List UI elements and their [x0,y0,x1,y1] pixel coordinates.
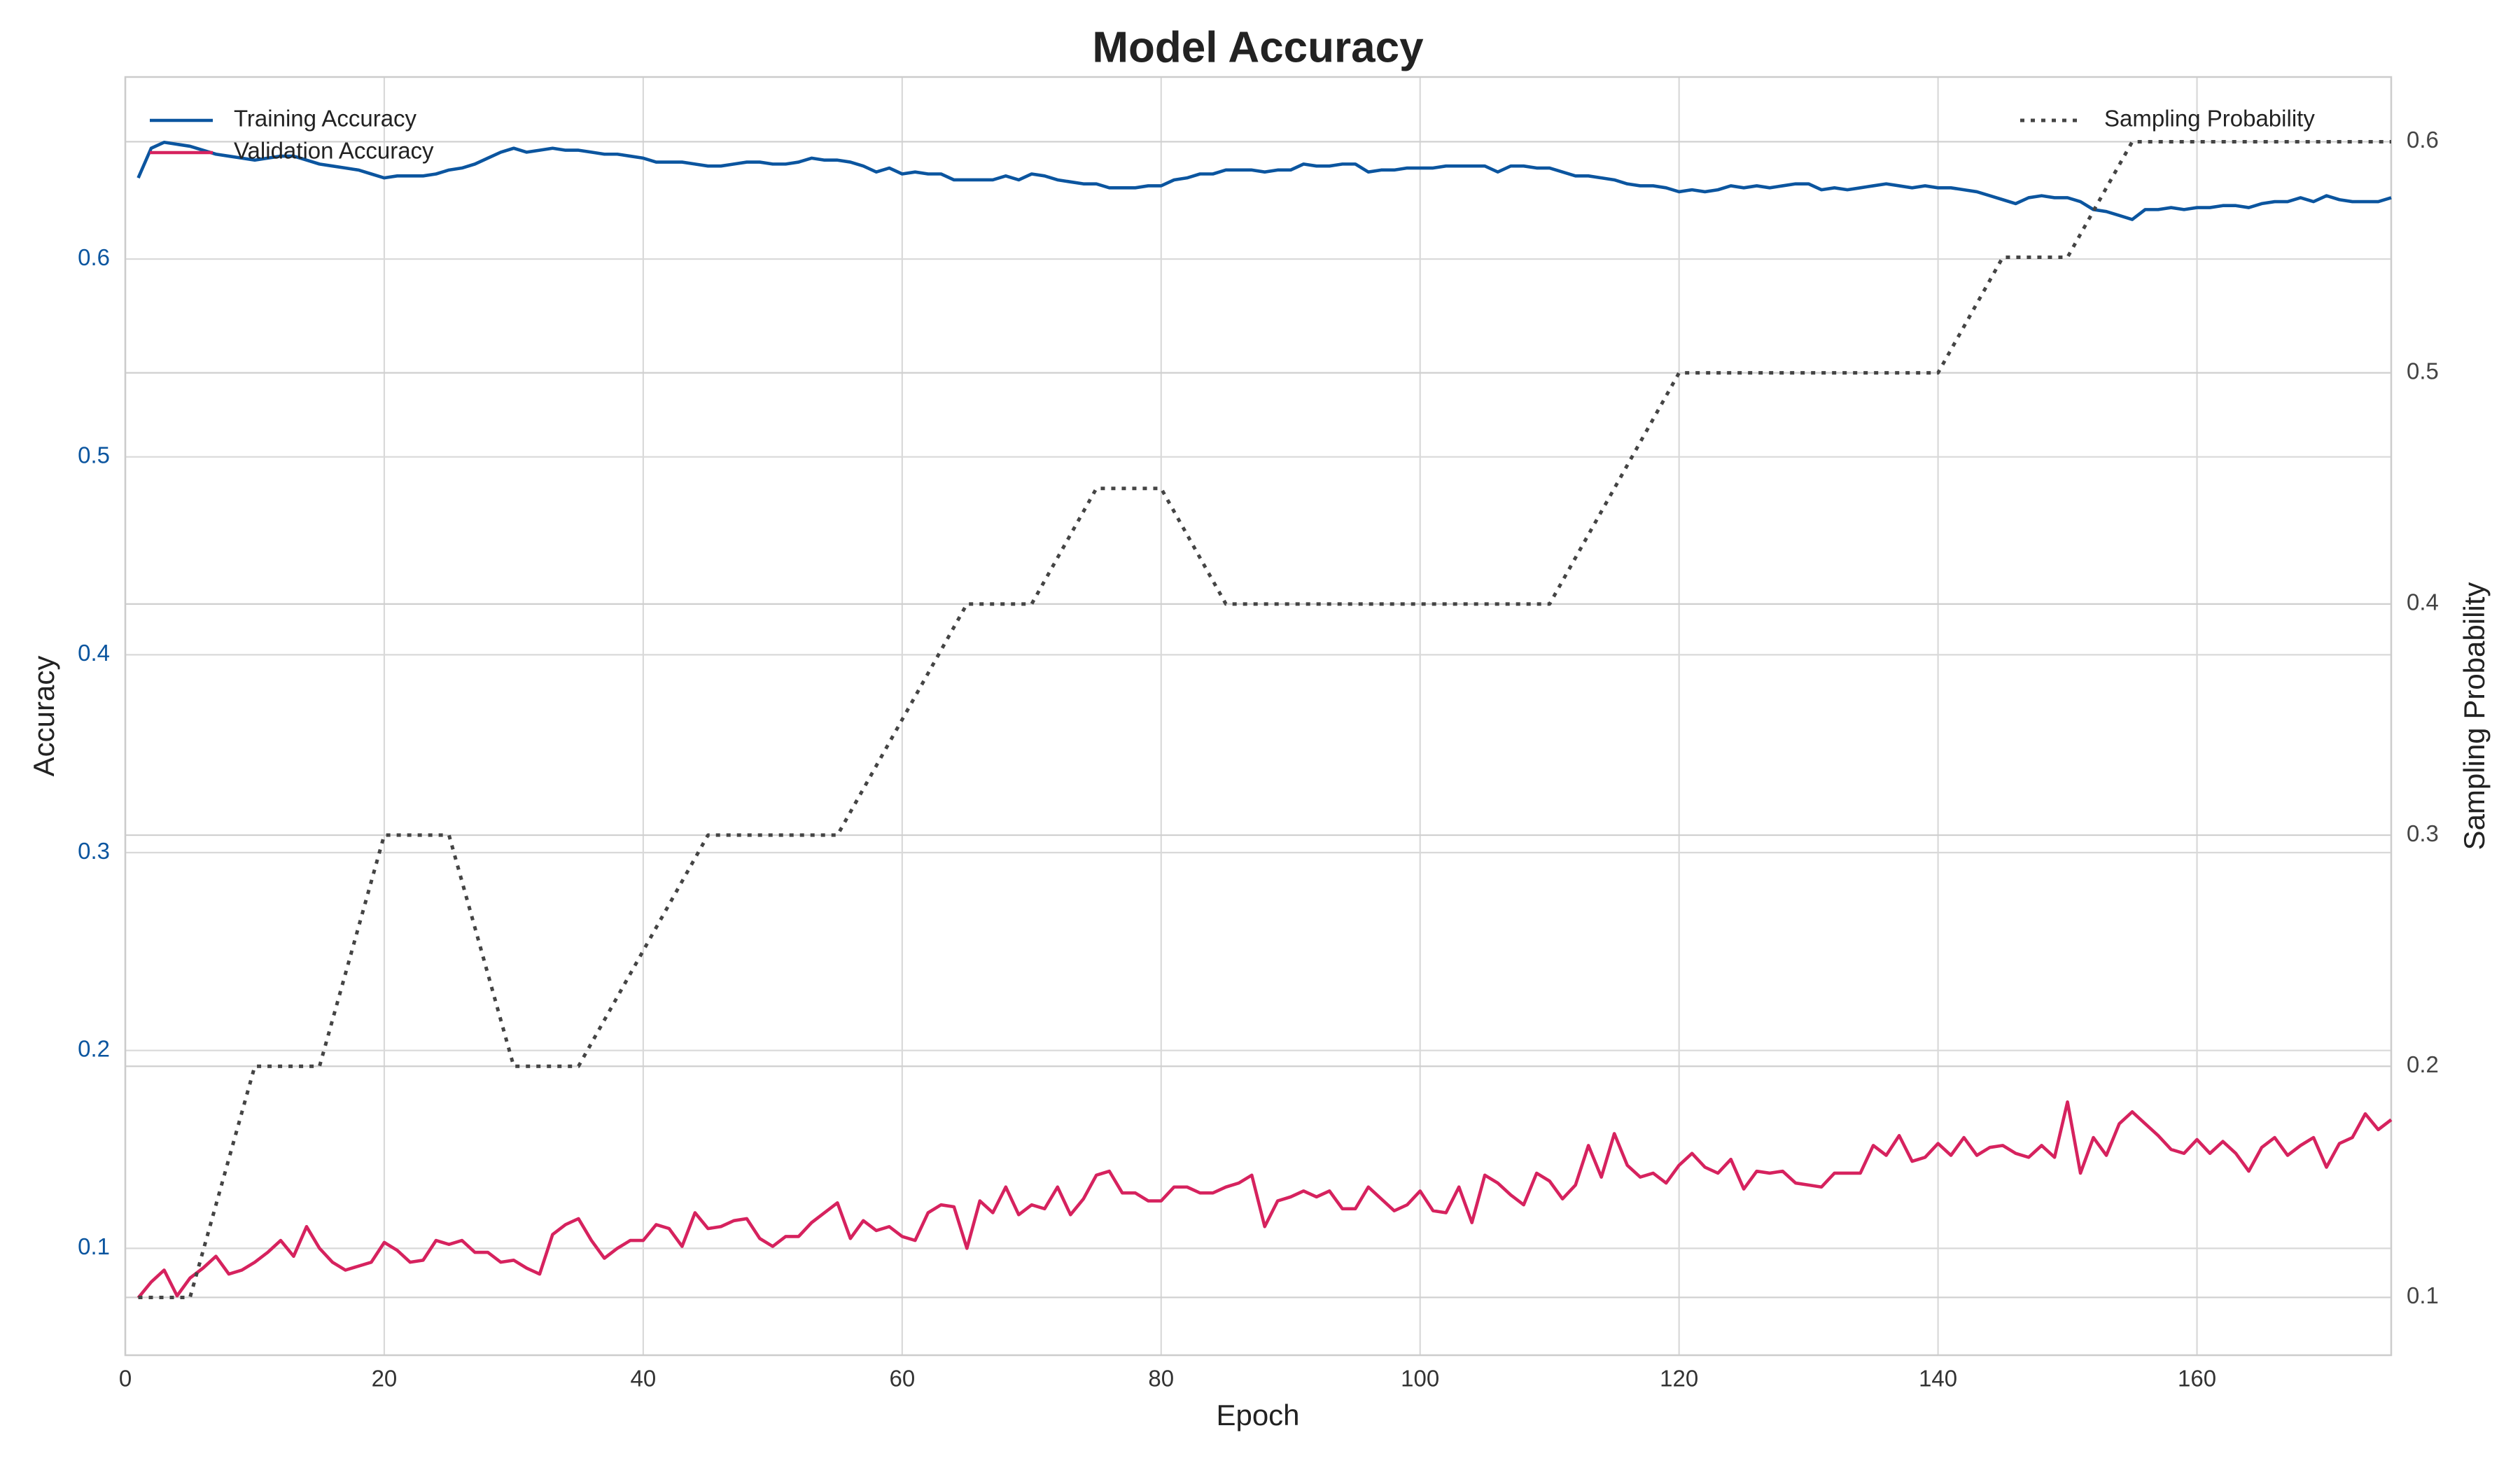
y-axis-label: Accuracy [27,656,60,777]
x-tick-label: 60 [889,1366,915,1392]
y2-tick-label: 0.4 [2407,589,2439,615]
x-tick-label: 20 [372,1366,398,1392]
plot-frame [124,76,2393,1357]
y-tick-label: 0.3 [78,838,110,864]
x-tick-label: 40 [631,1366,657,1392]
y-tick-label: 0.5 [78,442,110,468]
x-tick-label: 160 [2178,1366,2216,1392]
series-line [136,1100,2393,1299]
series-line [138,139,2391,1299]
x-tick-label: 140 [1919,1366,1957,1392]
legend-label: Sampling Probability [2104,106,2315,132]
y2-tick-label: 0.5 [2407,358,2439,384]
x-tick-label: 0 [119,1366,132,1392]
y-tick-label: 0.2 [78,1035,110,1061]
y-tick-label: 0.6 [78,244,110,270]
y2-tick-label: 0.2 [2407,1051,2439,1077]
legend-label: Training Accuracy [234,106,417,132]
chart-title: Model Accuracy [1092,23,1424,71]
y2-tick-label: 0.3 [2407,820,2439,846]
x-tick-label: 120 [1660,1366,1698,1392]
x-axis-label: Epoch [1216,1399,1299,1432]
series-line [136,140,2392,221]
x-tick-label: 80 [1148,1366,1174,1392]
y-tick-label: 0.4 [78,640,110,666]
y-tick-label: 0.1 [78,1233,110,1259]
y2-tick-label: 0.1 [2407,1282,2439,1308]
x-tick-label: 100 [1401,1366,1439,1392]
y2-axis-label: Sampling Probability [2458,582,2491,850]
legend-label: Validation Accuracy [234,138,434,164]
y2-tick-label: 0.6 [2407,127,2439,153]
